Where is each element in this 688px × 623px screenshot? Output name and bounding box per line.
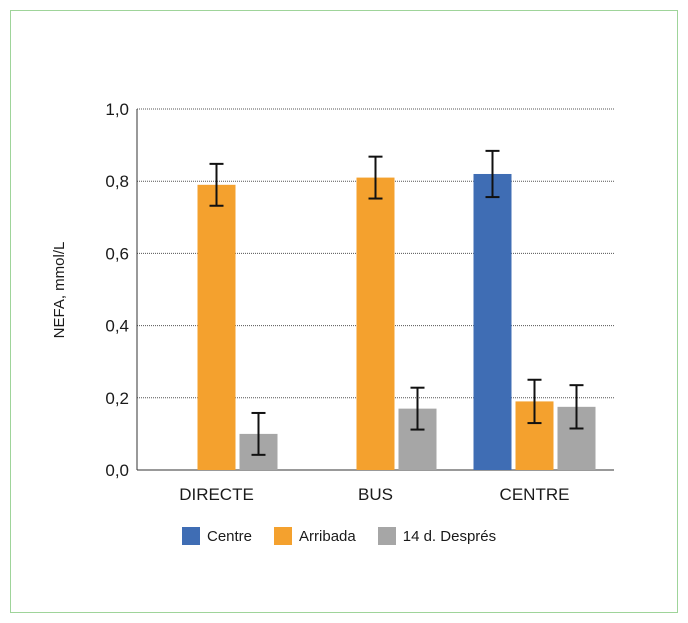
chart-frame [10,10,678,613]
y-tick-label: 0,4 [105,317,129,336]
y-tick-label: 0,0 [105,461,129,480]
legend-item: Arribada [274,527,356,545]
legend: Centre Arribada 14 d. Després [182,527,518,545]
legend-swatch [377,527,396,545]
x-tick-label: DIRECTE [179,485,254,504]
legend-label: Centre [207,527,253,545]
legend-item: 14 d. Després [377,527,497,545]
legend-swatch [182,527,200,545]
legend-label: Arribada [299,527,356,545]
x-tick-label: BUS [358,485,393,504]
bar-centre-0 [473,173,512,471]
legend-item: Centre [182,527,252,545]
y-tick-label: 0,8 [105,172,129,191]
y-axis-title: NEFA, mmol/L [51,242,68,339]
bar-directe-1 [197,184,236,470]
y-tick-label: 1,0 [105,100,129,119]
bar-bus-1 [356,177,395,470]
y-tick-label: 0,6 [105,244,129,263]
legend-swatch [274,527,293,545]
x-tick-label: CENTRE [500,485,570,504]
y-tick-label: 0,2 [105,389,129,408]
legend-label: 14 d. Després [402,527,497,545]
